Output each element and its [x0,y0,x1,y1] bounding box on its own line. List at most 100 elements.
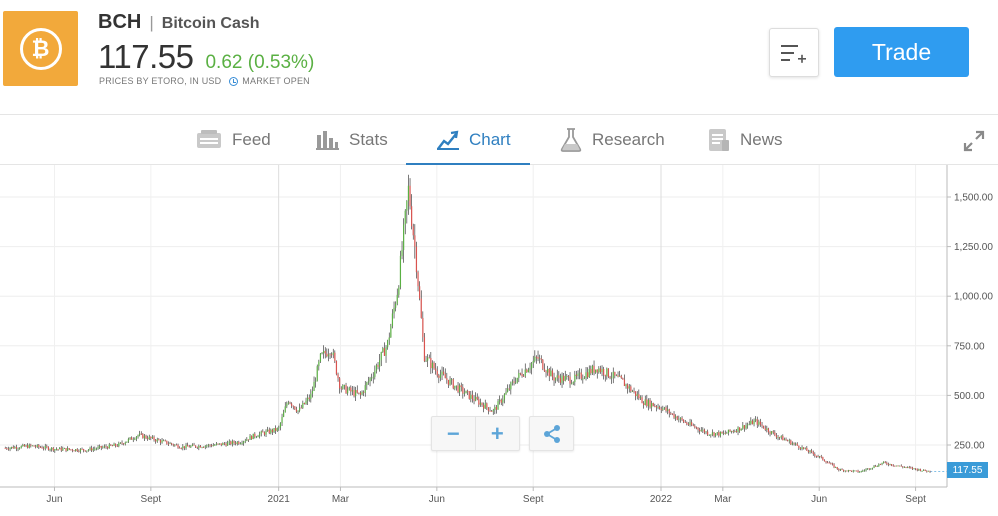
candle-body [804,447,806,449]
candle-body [731,431,733,432]
candle-body [489,410,491,412]
add-to-watchlist-button[interactable] [769,28,819,77]
candle-body [75,449,77,451]
candle-body [915,468,917,470]
candle-body [347,389,349,394]
candle-body [121,442,123,444]
candle-body [721,431,723,434]
candle-body [451,379,453,381]
candle-body [463,393,466,394]
candle-body [356,390,358,393]
candle-body [175,444,178,446]
candle-body [118,443,120,447]
candle-body [70,449,72,451]
candle-body [332,352,334,355]
price-chart[interactable]: 250.00 500.00 750.00 1,000.00 1,250.00 1,500.… [0,165,998,516]
candle-body [372,376,374,378]
trade-button[interactable]: Trade [834,27,969,77]
candle-body [102,447,104,448]
share-button[interactable] [529,416,574,451]
candle-body [17,448,19,450]
candle-body [881,462,883,465]
candle-body [201,447,203,448]
candle-body [428,357,430,359]
candle-body [415,246,418,273]
candle-body [223,443,226,444]
candle-body [590,369,592,374]
candle-body [140,433,142,435]
candle-body [564,376,566,381]
candle-body [620,375,622,378]
candle-body [908,466,910,468]
candle-body [755,419,757,421]
candle-body [31,445,34,447]
tab-feed[interactable]: Feed [196,115,271,165]
candle-body [281,416,283,424]
candle-body [199,445,202,448]
candle-body [862,470,864,472]
candle-body [268,429,270,434]
candle-body [515,382,517,384]
candle-body [667,409,669,411]
candle-body [787,440,789,442]
candle-body [303,402,306,404]
candle-body [623,379,626,387]
candle-body [875,465,877,467]
candle-body [227,442,229,446]
x-tick-label: Jun [46,494,62,505]
candle-body [155,440,157,442]
candle-body [57,449,59,450]
candle-body [635,391,637,397]
candle-body [387,340,389,348]
candle-body [902,466,904,468]
candle-body [300,407,302,409]
candle-body [521,373,523,377]
tab-chart[interactable]: Chart [437,115,511,165]
candle-body [910,467,912,469]
ticker-symbol: BCH [98,11,142,33]
y-tick-label: 750.00 [954,341,985,352]
candle-body [188,446,190,448]
zoom-in-button[interactable]: + [490,420,504,446]
tab-research[interactable]: Research [560,115,665,165]
candle-body [907,466,909,468]
candle-body [897,465,899,467]
zoom-out-button[interactable]: − [432,417,476,450]
candle-body [883,461,885,463]
candle-body [235,443,237,444]
candle-body [927,470,930,472]
candle-body [612,371,614,378]
candle-body [323,350,325,353]
candle-body [273,428,275,433]
candle-body [604,375,606,377]
x-tick-label: Sept [905,494,926,505]
candle-body [123,443,125,445]
candle-body [371,377,373,379]
tab-stats[interactable]: Stats [316,115,388,165]
candle-body [342,385,344,390]
candle-body [662,408,664,411]
candle-body [500,399,502,403]
candle-body [350,387,352,392]
candle-body [687,424,690,425]
candle-body [110,444,112,446]
expand-icon[interactable] [963,130,985,157]
candle-body [153,436,155,441]
candle-body [878,464,880,467]
candle-body [782,435,784,441]
candle-body [780,435,782,438]
candle-body [446,378,448,380]
candle-body [15,447,18,449]
candle-body [385,347,387,356]
candle-body [78,451,80,452]
y-tick-label: 1,500.00 [954,193,993,204]
candle-body [156,439,158,442]
price-source: PRICES BY ETORO, IN USD [99,76,222,86]
tab-news[interactable]: News [708,115,783,165]
candle-body [311,391,314,394]
candle-body [919,469,922,471]
candle-body [900,465,902,467]
candle-body [348,387,350,390]
candle-body [559,378,562,383]
candle-body [211,445,213,447]
